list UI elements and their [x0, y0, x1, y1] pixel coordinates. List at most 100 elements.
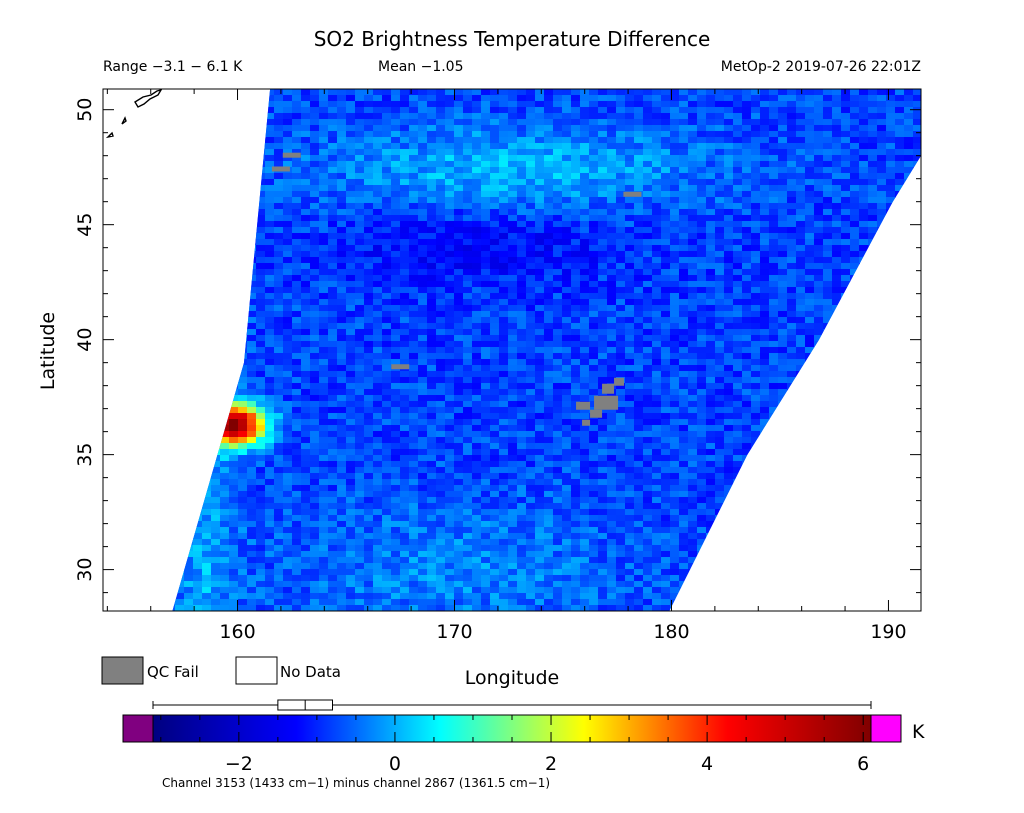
data-pixel: [751, 137, 761, 144]
data-pixel: [526, 167, 536, 174]
data-pixel: [463, 191, 473, 198]
data-pixel: [373, 263, 383, 270]
data-pixel: [850, 167, 860, 174]
data-pixel: [706, 401, 716, 408]
data-pixel: [652, 413, 662, 420]
data-pixel: [679, 365, 689, 372]
data-pixel: [598, 335, 608, 342]
data-pixel: [679, 335, 689, 342]
data-pixel: [778, 293, 788, 300]
data-pixel: [319, 113, 329, 120]
data-pixel: [814, 275, 824, 282]
data-pixel: [661, 383, 671, 390]
data-pixel: [760, 221, 770, 228]
data-pixel: [319, 323, 329, 330]
data-pixel: [859, 221, 869, 228]
data-pixel: [265, 143, 275, 150]
data-pixel: [256, 347, 266, 354]
data-pixel: [310, 167, 320, 174]
data-pixel: [706, 281, 716, 288]
data-pixel: [715, 353, 725, 360]
data-pixel: [814, 245, 824, 252]
data-pixel: [778, 275, 788, 282]
data-pixel: [355, 299, 365, 306]
data-pixel: [616, 167, 626, 174]
data-pixel: [796, 329, 806, 336]
data-pixel: [742, 341, 752, 348]
data-pixel: [499, 125, 509, 132]
data-pixel: [778, 383, 788, 390]
data-pixel: [823, 125, 833, 132]
data-pixel: [607, 191, 617, 198]
data-pixel: [238, 365, 248, 372]
data-pixel: [589, 215, 599, 222]
data-pixel: [742, 233, 752, 240]
data-pixel: [670, 221, 680, 228]
data-pixel: [328, 383, 338, 390]
data-pixel: [283, 275, 293, 282]
data-pixel: [544, 209, 554, 216]
data-pixel: [670, 353, 680, 360]
data-pixel: [751, 221, 761, 228]
data-pixel: [436, 233, 446, 240]
data-pixel: [805, 299, 815, 306]
data-pixel: [706, 149, 716, 156]
data-pixel: [868, 155, 878, 162]
data-pixel: [409, 365, 419, 372]
data-pixel: [535, 305, 545, 312]
data-pixel: [787, 353, 797, 360]
data-pixel: [805, 125, 815, 132]
data-pixel: [751, 179, 761, 186]
data-pixel: [580, 407, 590, 414]
data-pixel: [364, 197, 374, 204]
data-pixel: [787, 221, 797, 228]
data-pixel: [832, 269, 842, 276]
data-pixel: [355, 209, 365, 216]
data-pixel: [607, 149, 617, 156]
data-pixel: [760, 167, 770, 174]
data-pixel: [625, 341, 635, 348]
data-pixel: [616, 389, 626, 396]
data-pixel: [418, 203, 428, 210]
data-pixel: [265, 203, 275, 210]
data-pixel: [652, 305, 662, 312]
data-pixel: [886, 155, 896, 162]
data-pixel: [328, 371, 338, 378]
data-pixel: [616, 401, 626, 408]
data-pixel: [427, 365, 437, 372]
data-pixel: [391, 359, 401, 366]
data-pixel: [265, 257, 275, 264]
data-pixel: [427, 311, 437, 318]
data-pixel: [724, 203, 734, 210]
data-pixel: [283, 263, 293, 270]
data-pixel: [661, 149, 671, 156]
data-pixel: [823, 179, 833, 186]
data-pixel: [670, 185, 680, 192]
data-pixel: [625, 269, 635, 276]
data-pixel: [679, 203, 689, 210]
data-pixel: [382, 371, 392, 378]
data-pixel: [796, 203, 806, 210]
data-pixel: [535, 281, 545, 288]
data-pixel: [670, 299, 680, 306]
data-pixel: [616, 203, 626, 210]
data-pixel: [283, 281, 293, 288]
data-pixel: [499, 101, 509, 108]
data-pixel: [499, 281, 509, 288]
data-pixel: [490, 107, 500, 114]
data-pixel: [427, 353, 437, 360]
data-pixel: [598, 311, 608, 318]
data-pixel: [715, 221, 725, 228]
data-pixel: [634, 233, 644, 240]
data-pixel: [571, 203, 581, 210]
data-pixel: [661, 359, 671, 366]
data-pixel: [859, 197, 869, 204]
data-pixel: [463, 89, 473, 96]
data-pixel: [724, 173, 734, 180]
data-pixel: [760, 179, 770, 186]
data-pixel: [643, 149, 653, 156]
data-pixel: [544, 215, 554, 222]
data-pixel: [445, 227, 455, 234]
data-pixel: [409, 143, 419, 150]
data-pixel: [778, 95, 788, 102]
